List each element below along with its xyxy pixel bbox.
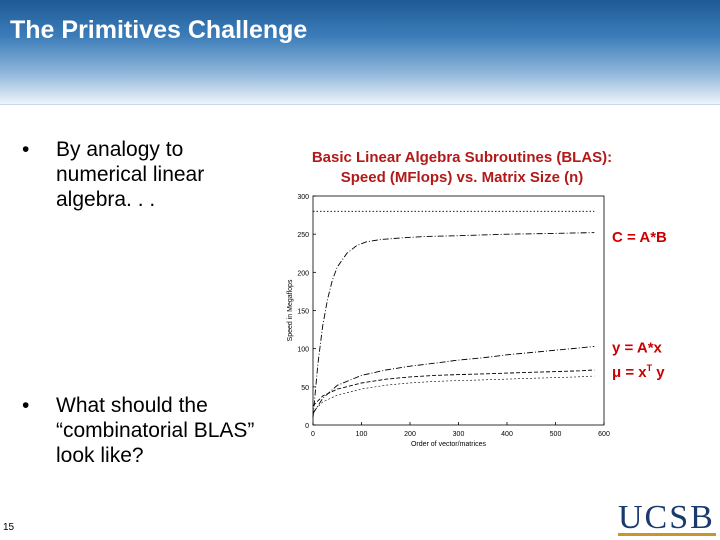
- bullet-text: By analogy to numerical linear algebra. …: [56, 138, 205, 211]
- y-axis-label: Speed in Megaflops: [287, 279, 294, 341]
- annotation-text: C = A*B: [612, 229, 667, 246]
- ucsb-logo: UCSB: [618, 499, 716, 536]
- annotation-text-end: y: [652, 364, 665, 381]
- series-line-aux: [312, 375, 595, 413]
- bullet-text: What should the “combinatorial BLAS” loo…: [56, 394, 255, 467]
- page-number: 15: [3, 522, 15, 533]
- ucsb-logo-rule: [618, 533, 716, 536]
- annotation-superscript: T: [647, 363, 653, 373]
- y-tick-label: 200: [297, 270, 309, 277]
- series-line-0: [312, 232, 595, 418]
- series-line-2: [312, 369, 595, 407]
- x-tick-label: 500: [550, 431, 562, 438]
- x-tick-label: 200: [404, 431, 416, 438]
- y-tick-label: 300: [297, 194, 309, 201]
- x-tick-label: 600: [598, 431, 610, 438]
- series-annotation-2: μ = xT y: [612, 363, 665, 381]
- header-divider: [0, 104, 720, 105]
- slide-header: [0, 0, 720, 104]
- bullet-marker: •: [22, 394, 30, 417]
- ucsb-logo-text: UCSB: [618, 499, 715, 536]
- annotation-text: μ = x: [612, 364, 647, 381]
- x-tick-label: 400: [501, 431, 513, 438]
- x-tick-label: 300: [453, 431, 465, 438]
- series-annotation-1: y = A*x: [612, 339, 663, 356]
- bullet-item-2: • What should the “combinatorial BLAS” l…: [22, 393, 262, 473]
- annotation-text: y = A*x: [612, 339, 663, 356]
- y-tick-label: 150: [297, 309, 309, 316]
- plot-frame: [312, 195, 605, 426]
- x-tick-label: 100: [356, 431, 368, 438]
- series-line-1: [312, 345, 595, 414]
- x-axis-label: Order of vector/matrices: [411, 441, 487, 448]
- y-tick-label: 100: [297, 347, 309, 354]
- y-tick-label: 250: [297, 232, 309, 239]
- chart-title-line-2: Speed (MFlops) vs. Matrix Size (n): [340, 169, 584, 186]
- x-tick-label: 0: [311, 431, 315, 438]
- series-annotation-0: C = A*B: [612, 229, 667, 246]
- bullet-item-1: • By analogy to numerical linear algebra…: [22, 137, 262, 217]
- y-tick-label: 50: [301, 385, 309, 392]
- bullet-marker: •: [22, 138, 30, 161]
- chart-title: Basic Linear Algebra Subroutines (BLAS):…: [262, 148, 662, 188]
- chart-title-line-1: Basic Linear Algebra Subroutines (BLAS):: [311, 149, 613, 166]
- y-tick-label: 0: [305, 423, 309, 430]
- slide-title: The Primitives Challenge: [10, 16, 308, 44]
